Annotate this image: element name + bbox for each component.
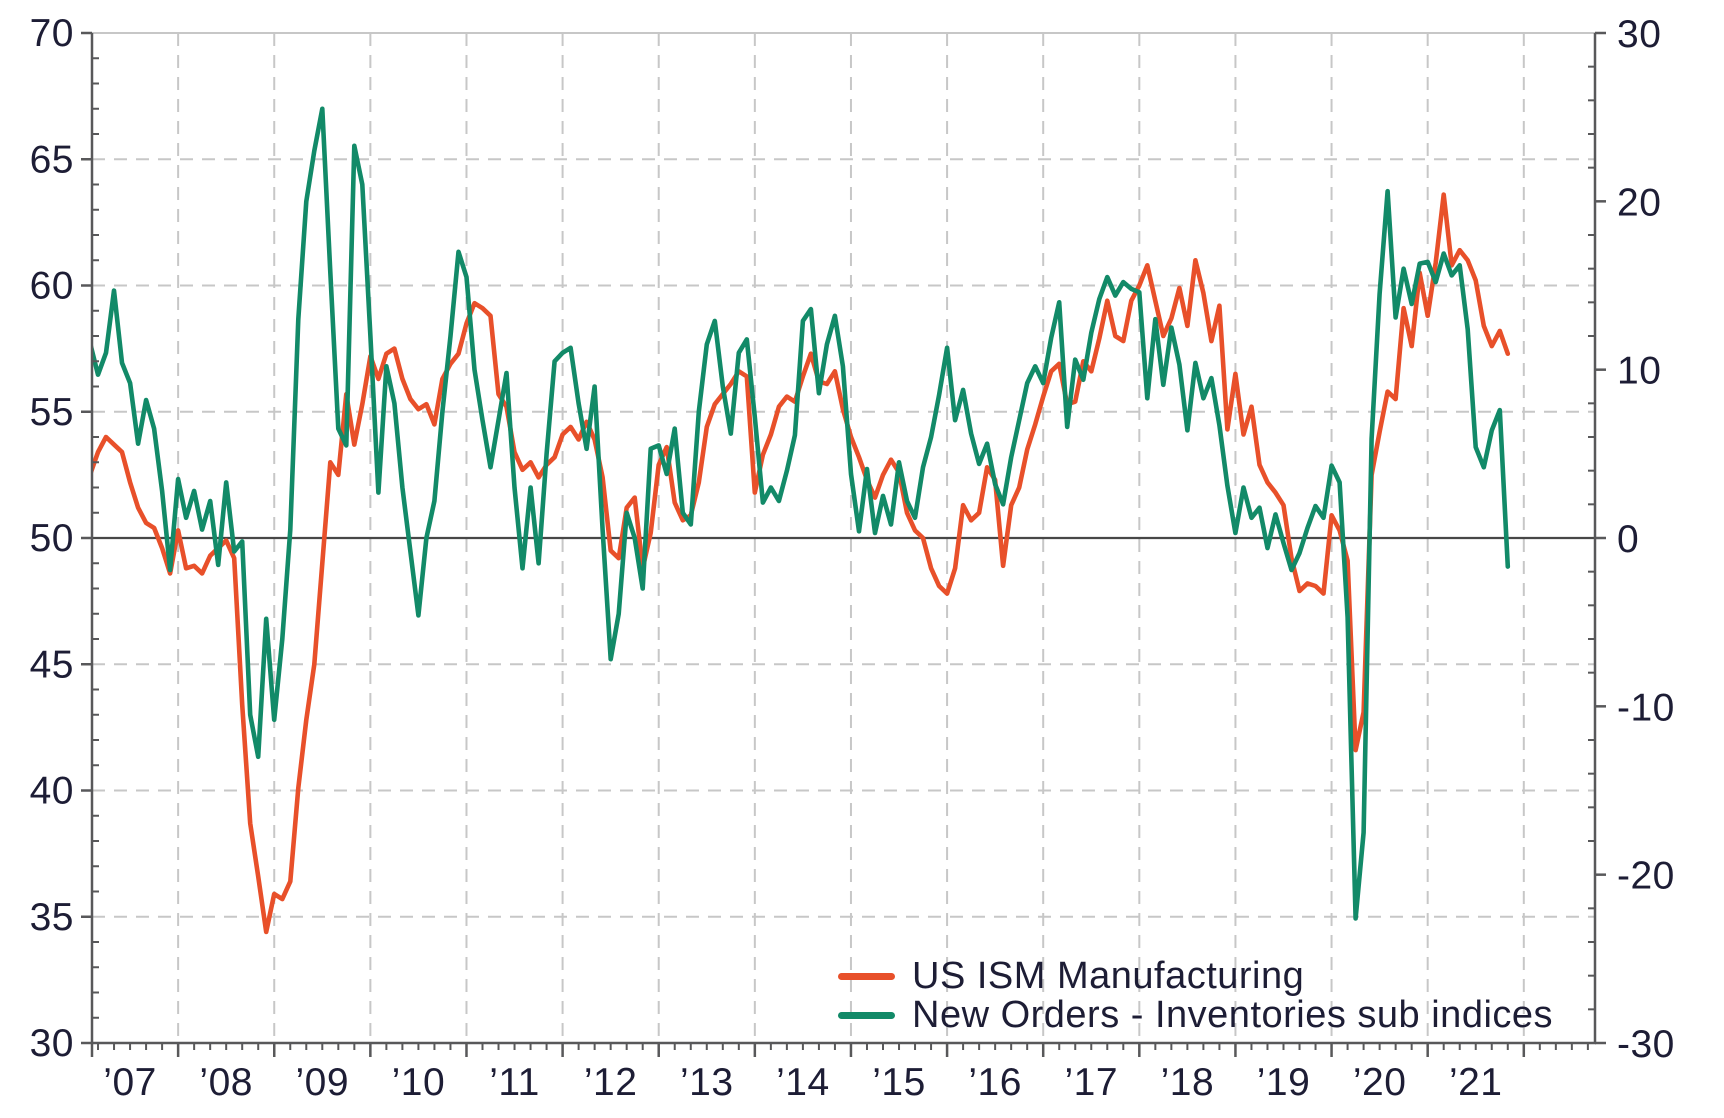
green-line-swatch-icon	[838, 1012, 895, 1019]
series-line-new-orders-inventories-sub-indices	[92, 106, 1511, 921]
y-axis-right-tick-label: 0	[1617, 518, 1639, 561]
y-axis-right-tick-label: -10	[1617, 686, 1675, 729]
y-axis-right-tick-label: -30	[1617, 1023, 1675, 1066]
orange-line-swatch-icon	[838, 973, 895, 980]
x-axis-year-label: ’19	[1257, 1061, 1311, 1104]
y-axis-right-tick-label: 30	[1617, 13, 1661, 56]
y-axis-right-tick-label: -20	[1617, 855, 1675, 898]
y-axis-left-tick-label: 50	[30, 517, 74, 560]
y-axis-left-tick-label: 55	[30, 391, 74, 434]
legend-item-ism: US ISM Manufacturing	[838, 955, 1553, 997]
x-axis-year-label: ’17	[1064, 1061, 1118, 1104]
legend-label-spread: New Orders - Inventories sub indices	[912, 994, 1554, 1036]
x-axis-year-label: ’11	[489, 1061, 540, 1104]
x-axis-year-label: ’10	[392, 1061, 446, 1104]
y-axis-right-tick-label: 20	[1617, 181, 1661, 224]
x-axis-year-label: ’16	[968, 1061, 1022, 1104]
y-axis-left-tick-label: 65	[30, 138, 74, 181]
x-axis-year-label: ’18	[1161, 1061, 1215, 1104]
y-axis-right-tick-label: 10	[1617, 350, 1661, 393]
y-axis-left-tick-label: 60	[30, 265, 74, 308]
chart-legend: US ISM Manufacturing New Orders - Invent…	[838, 955, 1554, 1036]
x-axis-year-label: ’20	[1353, 1061, 1407, 1104]
y-axis-left-tick-label: 30	[30, 1022, 74, 1065]
legend-label-ism: US ISM Manufacturing	[912, 955, 1305, 997]
x-axis-year-label: ’13	[680, 1061, 734, 1104]
x-axis-year-label: ’14	[776, 1061, 830, 1104]
x-axis-year-label: ’08	[199, 1061, 253, 1104]
legend-item-spread: New Orders - Inventories sub indices	[838, 994, 1554, 1036]
x-axis-year-label: ’12	[584, 1061, 638, 1104]
y-axis-left-tick-label: 40	[30, 770, 74, 813]
y-axis-left-tick-label: 70	[30, 12, 74, 55]
series-line-us-ism-manufacturing	[92, 192, 1511, 935]
x-axis-year-label: ’07	[103, 1061, 157, 1104]
y-axis-left-tick-label: 45	[30, 643, 74, 686]
y-axis-left-tick-label: 35	[30, 896, 74, 939]
x-axis-year-label: ’09	[296, 1061, 350, 1104]
x-axis-year-label: ’15	[872, 1061, 926, 1104]
x-axis-year-label: ’21	[1449, 1061, 1503, 1104]
